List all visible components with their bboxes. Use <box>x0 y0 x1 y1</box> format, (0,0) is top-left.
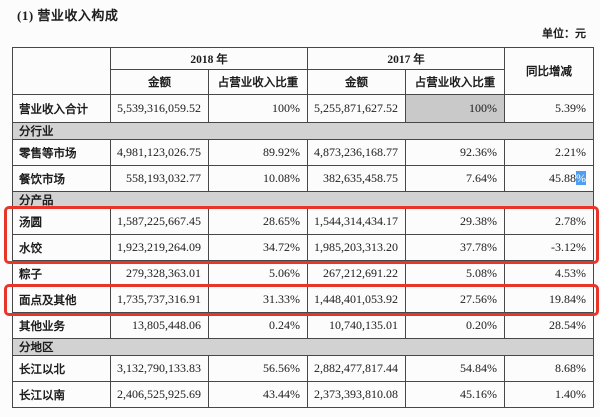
selected-text: % <box>576 171 586 185</box>
table-row: 其他业务 13,805,448.06 0.24% 10,740,135.01 0.20%… <box>12 312 594 339</box>
table-row: 零售等市场 4,981,123,026.75 89.92% 4,873,236,168… <box>12 139 594 166</box>
share-2017: 5.08% <box>405 260 505 287</box>
yoy-value: 2.21% <box>504 139 594 166</box>
amount-2017: 382,635,458.75 <box>307 165 406 192</box>
yoy-value: 4.53% <box>504 260 594 287</box>
amount-2018: 4,981,123,026.75 <box>110 139 209 166</box>
table-row: 面点及其他 1,735,737,316.91 31.33% 1,448,401,053… <box>12 286 594 313</box>
yoy-value: -3.12% <box>504 234 594 261</box>
share-2017: 7.64% <box>405 165 505 192</box>
amount-2017: 5,255,871,627.52 <box>307 94 406 123</box>
amount-2018: 1,735,737,316.91 <box>110 286 209 313</box>
share-2017: 37.78% <box>405 234 505 261</box>
header-corner-cell <box>12 47 111 95</box>
amount-2018: 1,923,219,264.09 <box>110 234 209 261</box>
header-year-2018: 2018 年 <box>110 47 308 70</box>
share-2018: 56.56% <box>208 355 308 382</box>
share-2017: 29.38% <box>405 208 505 235</box>
header-share-2017: 占营业收入比重 <box>405 69 505 95</box>
amount-2017: 10,740,135.01 <box>307 312 406 339</box>
amount-2017: 267,212,691.22 <box>307 260 406 287</box>
share-2018: 31.33% <box>208 286 308 313</box>
header-row-measures: 金额 占营业收入比重 金额 占营业收入比重 <box>13 69 594 95</box>
amount-2017: 4,873,236,168.77 <box>307 139 406 166</box>
amount-2018: 13,805,448.06 <box>110 312 209 339</box>
yoy-value: 2.78% <box>504 208 594 235</box>
amount-2018: 3,132,790,133.83 <box>110 355 209 382</box>
page-title: (1) 营业收入构成 <box>17 8 119 23</box>
row-label: 长江以北 <box>12 355 111 382</box>
section-label: 分行业 <box>12 122 594 140</box>
section-label: 分地区 <box>12 338 594 356</box>
table-row: 营业收入合计 5,539,316,059.52 100% 5,255,871,627.… <box>12 94 594 123</box>
table-row: 餐饮市场 558,193,032.77 10.08% 382,635,458.75 7.… <box>12 165 594 192</box>
share-2018: 5.06% <box>208 260 308 287</box>
table-row: 汤圆 1,587,225,667.45 28.65% 1,544,314,434.17… <box>12 208 594 235</box>
amount-2017: 2,373,393,810.08 <box>307 381 406 408</box>
share-2018: 34.72% <box>208 234 308 261</box>
share-2017: 100% <box>405 94 505 123</box>
share-2017: 27.56% <box>405 286 505 313</box>
row-label: 营业收入合计 <box>12 94 111 123</box>
table-row: 长江以北 3,132,790,133.83 56.56% 2,882,477,817.… <box>12 355 594 382</box>
yoy-value: 1.40% <box>504 381 594 408</box>
header-amount-2017: 金额 <box>307 69 406 95</box>
share-2017: 54.84% <box>405 355 505 382</box>
yoy-value: 45.88% <box>504 165 594 192</box>
header-row-years: 2018 年 2017 年 同比增减 <box>12 47 594 95</box>
row-label: 水饺 <box>12 234 111 261</box>
table-row: 粽子 279,328,363.01 5.06% 267,212,691.22 5.08%… <box>12 260 594 287</box>
row-label: 餐饮市场 <box>12 165 111 192</box>
row-label: 零售等市场 <box>12 139 111 166</box>
table-row: 长江以南 2,406,525,925.69 43.44% 2,373,393,810.… <box>12 381 594 408</box>
amount-2017: 1,544,314,434.17 <box>307 208 406 235</box>
amount-2017: 1,985,203,313.20 <box>307 234 406 261</box>
row-label: 粽子 <box>12 260 111 287</box>
share-2017: 45.16% <box>405 381 505 408</box>
section-row: 分地区 <box>12 338 594 356</box>
yoy-value: 19.84% <box>504 286 594 313</box>
amount-2018: 279,328,363.01 <box>110 260 209 287</box>
header-year-2017: 2017 年 <box>307 47 505 70</box>
share-2018: 0.24% <box>208 312 308 339</box>
amount-2018: 2,406,525,925.69 <box>110 381 209 408</box>
share-2018: 28.65% <box>208 208 308 235</box>
share-2017: 92.36% <box>405 139 505 166</box>
row-label: 汤圆 <box>12 208 111 235</box>
amount-2017: 2,882,477,817.44 <box>307 355 406 382</box>
yoy-value: 8.68% <box>504 355 594 382</box>
amount-2018: 558,193,032.77 <box>110 165 209 192</box>
yoy-value: 28.54% <box>504 312 594 339</box>
unit-label: 单位：元 <box>542 28 586 40</box>
share-2018: 89.92% <box>208 139 308 166</box>
amount-2018: 5,539,316,059.52 <box>110 94 209 123</box>
row-label: 长江以南 <box>12 381 111 408</box>
section-row: 分产品 <box>12 191 594 209</box>
table-row: 水饺 1,923,219,264.09 34.72% 1,985,203,313.20… <box>12 234 594 261</box>
share-2018: 10.08% <box>208 165 308 192</box>
header-yoy: 同比增减 <box>504 47 594 95</box>
header-share-2018: 占营业收入比重 <box>208 69 308 95</box>
share-2017: 0.20% <box>405 312 505 339</box>
amount-2017: 1,448,401,053.92 <box>307 286 406 313</box>
amount-2018: 1,587,225,667.45 <box>110 208 209 235</box>
section-row: 分行业 <box>12 122 594 140</box>
row-label: 面点及其他 <box>12 286 111 313</box>
header-amount-2018: 金额 <box>110 69 209 95</box>
section-label: 分产品 <box>12 191 594 209</box>
revenue-composition-table: 2018 年 2017 年 同比增减 金额 占营业收入比重 金额 占营业收入比重… <box>12 47 594 408</box>
row-label: 其他业务 <box>12 312 111 339</box>
share-2018: 100% <box>208 94 308 123</box>
yoy-value: 5.39% <box>504 94 594 123</box>
share-2018: 43.44% <box>208 381 308 408</box>
